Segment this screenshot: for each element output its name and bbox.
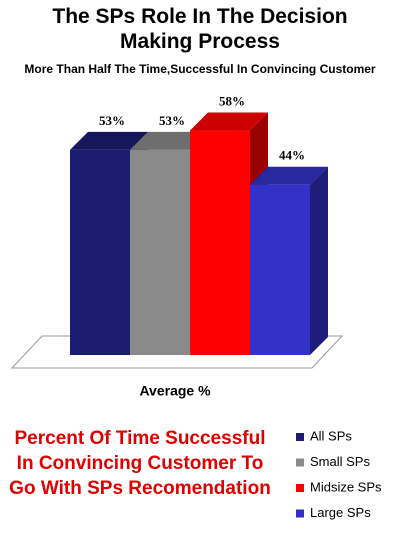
bar [250, 184, 310, 355]
legend-swatch [296, 458, 304, 467]
legend-label: All SPs [310, 428, 352, 443]
chart-subtitle: More Than Half The Time,Successful In Co… [24, 62, 376, 76]
legend-swatch [296, 509, 304, 518]
legend-swatch [296, 433, 304, 441]
legend-swatch [296, 484, 304, 492]
bar [190, 130, 250, 355]
chart-title: The SPs Role In The Decision Making Proc… [52, 5, 348, 53]
value-label: 53% [159, 113, 185, 128]
bar [70, 149, 130, 355]
bar-top [250, 166, 328, 185]
value-label: 53% [99, 113, 125, 128]
legend-label: Midsize SPs [310, 479, 382, 494]
bar-side [310, 166, 328, 355]
x-tick-label: Average % [139, 383, 211, 399]
value-label: 44% [279, 148, 305, 163]
bar-top [70, 131, 148, 150]
bar-top [190, 112, 268, 131]
legend-label: Large SPs [310, 505, 371, 520]
bar-top [130, 131, 208, 150]
bar [130, 149, 190, 355]
annotation: Percent Of Time Successful In Convincing… [9, 428, 271, 499]
value-label: 58% [219, 94, 245, 109]
legend-label: Small SPs [310, 454, 370, 469]
